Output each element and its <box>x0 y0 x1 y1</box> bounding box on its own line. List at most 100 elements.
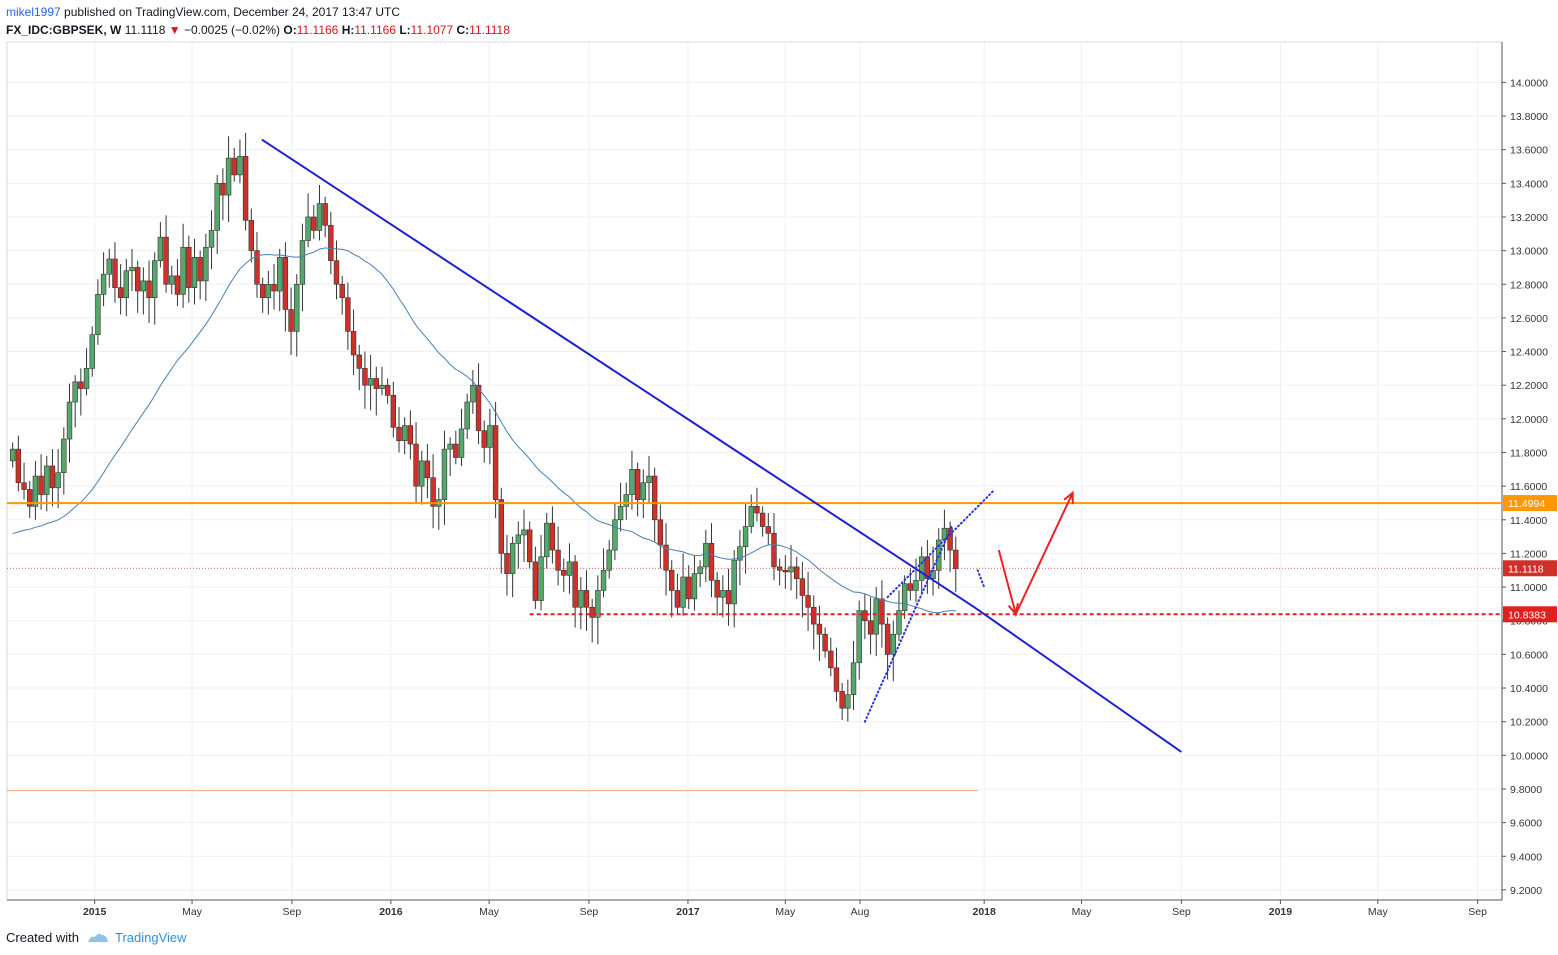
candle <box>9 442 16 468</box>
candle <box>941 509 948 561</box>
candle <box>737 529 743 586</box>
candle-body-up <box>936 539 942 571</box>
candle <box>839 682 845 720</box>
candle <box>913 558 919 603</box>
candle <box>901 575 908 620</box>
candle-body-up <box>419 460 425 487</box>
moving-average-line <box>12 247 956 614</box>
price-marker-label: 11.4994 <box>1508 498 1545 510</box>
candle-body-down <box>282 257 289 310</box>
candle <box>686 565 692 609</box>
candle-body-down <box>532 561 539 601</box>
candle-body-down <box>833 667 840 692</box>
candle-body-down <box>816 623 823 635</box>
y-tick-label: 13.0000 <box>1510 246 1548 258</box>
created-with-text: Created with <box>6 930 79 945</box>
candle-body-down <box>663 544 669 571</box>
candle-body-down <box>27 489 33 507</box>
candle <box>498 487 504 574</box>
y-tick-label: 11.6000 <box>1510 481 1547 493</box>
candle-body-up <box>544 522 550 558</box>
candle <box>504 534 510 596</box>
candle <box>646 455 652 503</box>
candle-body-down <box>549 522 556 551</box>
candle <box>271 264 277 310</box>
candle-body-up <box>487 425 493 448</box>
candle <box>578 576 584 630</box>
y-tick-label: 9.6000 <box>1510 818 1542 830</box>
candle <box>129 248 135 291</box>
candle-body-down <box>49 465 56 489</box>
candle-body-down <box>220 183 226 196</box>
candle <box>191 238 198 305</box>
price-marker-bg <box>1503 560 1557 577</box>
candle-body-up <box>180 246 186 295</box>
candle <box>873 587 879 657</box>
candle <box>362 351 368 409</box>
candle-body-up <box>850 662 857 696</box>
candle <box>83 348 90 396</box>
author-link[interactable]: mikel1997 <box>6 5 61 19</box>
candle <box>674 573 681 614</box>
change-value: −0.0025 (−0.02%) <box>183 23 281 37</box>
x-tick-label: Sep <box>1172 906 1191 918</box>
candle-body-up <box>55 472 61 489</box>
candle-body-down <box>21 482 27 490</box>
x-tick-label: May <box>1072 906 1093 918</box>
candle-body-down <box>879 598 885 625</box>
y-tick-label: 13.6000 <box>1510 145 1548 157</box>
candle-body-down <box>839 691 845 709</box>
candle <box>850 640 857 710</box>
candle-body-up <box>612 519 618 551</box>
symbol-legend: FX_IDC:GBPSEK, W 11.1118 ▼ −0.0025 (−0.0… <box>6 22 510 38</box>
candle-body-up <box>901 583 908 611</box>
candle-body-down <box>430 477 436 507</box>
x-tick-label: May <box>1368 906 1389 918</box>
downtrend-line <box>261 138 1182 753</box>
candle <box>72 375 78 428</box>
candle-body-up <box>845 694 851 709</box>
y-tick-label: 14.0000 <box>1510 77 1548 89</box>
candle <box>225 136 232 223</box>
candle <box>623 482 629 520</box>
candle-body-down <box>674 590 681 608</box>
candle-body-up <box>265 283 272 299</box>
candle <box>521 509 527 562</box>
candle-body-down <box>78 381 84 389</box>
y-tick-label: 9.8000 <box>1510 784 1542 796</box>
candle <box>458 408 465 466</box>
candle-body-up <box>913 580 919 591</box>
price-marker-label: 11.1118 <box>1508 563 1544 575</box>
x-tick-label: 2019 <box>1269 906 1293 918</box>
candle-body-down <box>242 156 249 221</box>
candle <box>55 449 61 509</box>
candle <box>419 450 425 505</box>
tradingview-link[interactable]: TradingView <box>114 930 187 945</box>
candle <box>691 555 698 611</box>
y-tick-label: 12.4000 <box>1510 347 1548 359</box>
candle-body-up <box>629 469 635 495</box>
candle <box>27 481 33 519</box>
candle <box>231 147 237 182</box>
candle-body-down <box>555 549 561 571</box>
candle-body-down <box>186 246 192 288</box>
candle-body-down <box>231 157 237 176</box>
candle <box>356 344 362 391</box>
candle <box>203 233 209 302</box>
x-tick-label: May <box>479 906 500 918</box>
y-tick-label: 10.0000 <box>1510 750 1548 762</box>
candle-body-up <box>89 334 95 369</box>
candle <box>333 240 340 300</box>
candle-body-down <box>708 543 715 581</box>
candle-body-up <box>896 610 902 635</box>
candle-body-up <box>299 240 306 285</box>
candle <box>174 259 181 307</box>
candle <box>134 260 141 313</box>
candle <box>606 539 612 579</box>
price-marker: 10.8383 <box>1503 606 1557 623</box>
candle <box>401 417 408 455</box>
open-value: 11.1166 <box>296 23 339 37</box>
candle <box>61 427 67 495</box>
candle-body-down <box>453 443 459 458</box>
